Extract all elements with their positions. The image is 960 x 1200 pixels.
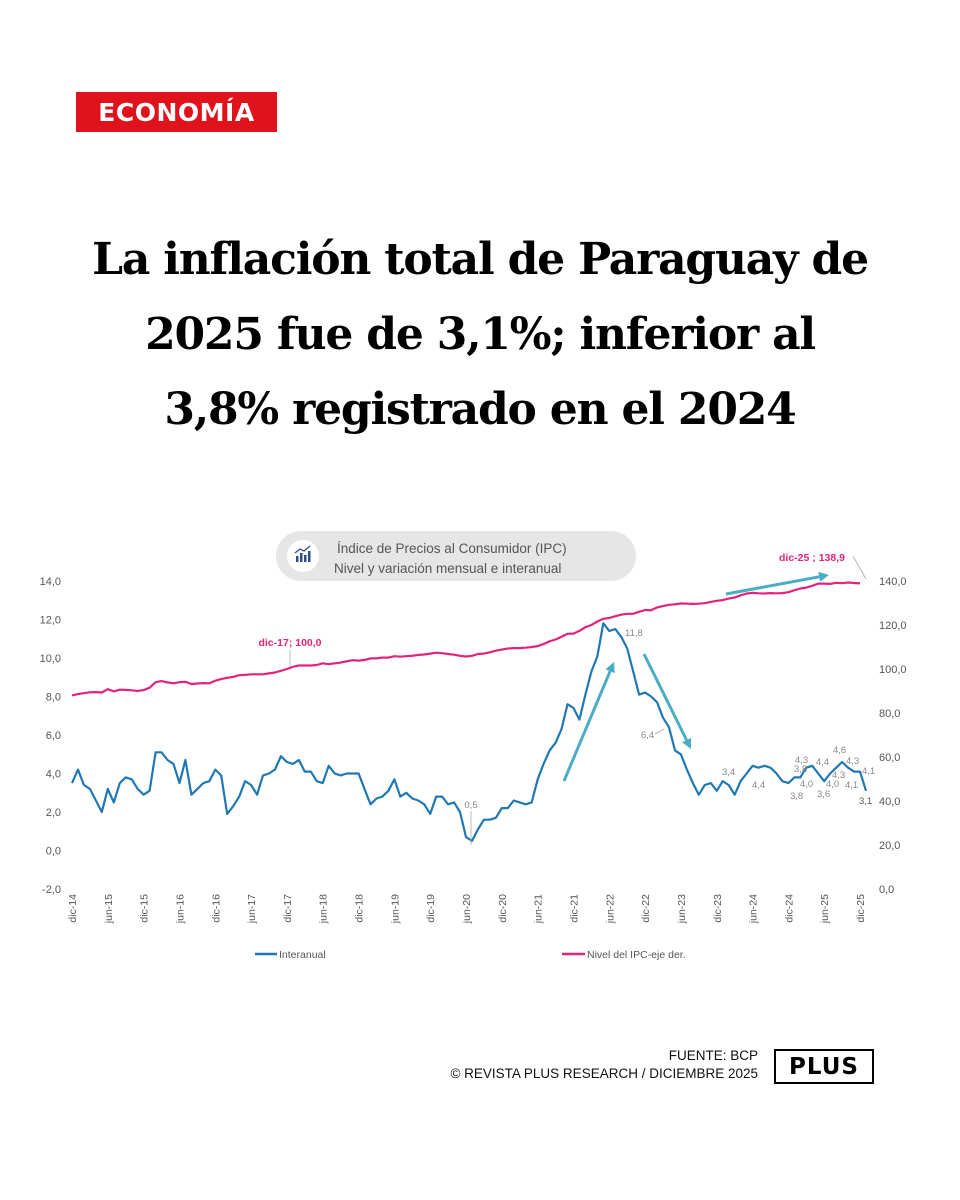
y-left-tick-label: 4,0 [46,769,61,781]
data-label: 4,1 [862,766,875,777]
data-label: 4,6 [833,745,846,756]
x-tick-label: dic-19 [425,894,437,923]
y-right-tick-label: 80,0 [879,708,900,720]
x-tick-label: jun-21 [533,894,545,924]
chart-subtitle: Nivel y variación mensual e interanual [334,561,561,576]
trend-arrow-head [682,737,692,749]
annotation-leader [852,555,867,580]
series-line-interanual [70,622,868,843]
data-label: 4,4 [816,757,829,768]
y-right-tick-label: 100,0 [879,664,907,676]
chart-icon-background [287,540,319,572]
x-tick-label: jun-19 [389,894,401,924]
data-label: dic-17; 100,0 [258,637,321,649]
y-axis-left: -2,0 0,0 2,0 4,0 6,0 8,0 10,0 12,0 14,0 [40,576,61,896]
chart-title: Índice de Precios al Consumidor (IPC) [337,541,567,556]
x-tick-label: jun-17 [246,894,258,924]
section-tag: ECONOMÍA [76,92,277,132]
data-label: 4,4 [752,780,765,791]
series-lines [70,581,868,843]
plus-logo: PLUS [774,1049,874,1084]
x-tick-label: dic-25 [855,894,867,923]
x-tick-label: dic-16 [210,894,222,923]
data-label: dic-25 ; 138,9 [779,552,845,564]
headline-line-2: 2025 fue de 3,1%; inferior al [145,309,816,360]
trend-arrows [562,571,829,782]
y-left-tick-label: 6,0 [46,730,61,742]
credit-text: © REVISTA PLUS RESEARCH / DICIEMBRE 2025 [450,1066,758,1081]
x-tick-label: jun-25 [819,894,831,924]
y-right-tick-label: 120,0 [879,620,907,632]
y-right-tick-label: 40,0 [879,796,900,808]
x-tick-label: dic-23 [712,894,724,923]
y-right-tick-label: 60,0 [879,752,900,764]
headline-line-1: La inflación total de Paraguay de [92,234,869,285]
chart-title-background [276,531,636,581]
annotations: dic-17; 100,0 dic-25 ; 138,9 0,5 11,8 6,4 3,4… [258,552,875,845]
data-label: 6,4 [641,730,654,741]
legend: Interanual Nivel del IPC-eje der. [255,949,686,961]
data-label: 11,8 [625,628,643,639]
data-label: 3,6 [817,789,830,800]
data-label: 3,8 [790,791,803,802]
headline: La inflación total de Paraguay de 2025 f… [60,222,900,447]
y-right-tick-label: 20,0 [879,840,900,852]
x-tick-label: dic-21 [568,894,580,923]
x-tick-label: jun-24 [748,894,760,924]
y-left-tick-label: 12,0 [40,615,61,627]
chart-title-pill: Índice de Precios al Consumidor (IPC) Ni… [276,531,636,581]
data-label: 4,0 [800,779,813,790]
x-tick-label: jun-16 [174,894,186,924]
data-label: 3,8 [794,764,807,775]
ipc-chart: Índice de Precios al Consumidor (IPC) Ni… [40,531,907,961]
y-left-tick-label: 8,0 [46,692,61,704]
y-left-tick-label: 0,0 [46,846,61,858]
trend-arrow-shaft [642,653,688,741]
data-label: 4,3 [846,756,859,767]
footer-source: FUENTE: BCP © REVISTA PLUS RESEARCH / DI… [450,1047,758,1083]
x-tick-label: jun-20 [461,894,473,924]
x-axis: dic-14 jun-15 dic-15 jun-16 dic-16 jun-17 dic-… [67,894,867,924]
data-label: 4,1 [845,780,858,791]
trend-arrow-head [818,571,829,582]
x-tick-label: jun-18 [318,894,330,924]
data-label: 3,1 [859,796,872,807]
chart-icon [294,545,311,562]
data-label: 4,3 [832,770,845,781]
y-left-tick-label: -2,0 [42,884,61,896]
x-tick-label: dic-17 [282,894,294,923]
x-tick-label: jun-23 [676,894,688,924]
x-tick-label: dic-20 [497,894,509,923]
data-label: 4,3 [795,755,808,766]
headline-line-3: 3,8% registrado en el 2024 [164,384,796,435]
y-axis-right: 0,0 20,0 40,0 60,0 80,0 100,0 120,0 140,0 [879,576,907,896]
source-text: FUENTE: BCP [668,1048,758,1063]
data-label: 0,5 [464,800,477,811]
x-tick-label: dic-22 [640,894,652,923]
data-label: 4,0 [826,779,839,790]
x-tick-label: jun-22 [604,894,616,924]
x-tick-label: dic-15 [139,894,151,923]
x-tick-label: dic-24 [783,894,795,923]
x-tick-label: jun-15 [103,894,115,924]
trend-arrow-shaft [562,670,612,782]
legend-label-interanual: Interanual [279,949,326,961]
data-label: 3,4 [722,767,735,778]
y-right-tick-label: 0,0 [879,884,894,896]
x-tick-label: dic-14 [67,894,79,923]
trend-arrow-head [605,662,615,674]
y-right-tick-label: 140,0 [879,576,907,588]
trend-arrow-shaft [725,575,820,596]
x-tick-label: dic-18 [354,894,366,923]
legend-label-nivel-ipc: Nivel del IPC-eje der. [587,949,686,961]
y-left-tick-label: 14,0 [40,576,61,588]
y-left-tick-label: 10,0 [40,653,61,665]
series-line-nivel-ipc [71,581,861,697]
y-left-tick-label: 2,0 [46,807,61,819]
annotation-leader [654,728,665,735]
